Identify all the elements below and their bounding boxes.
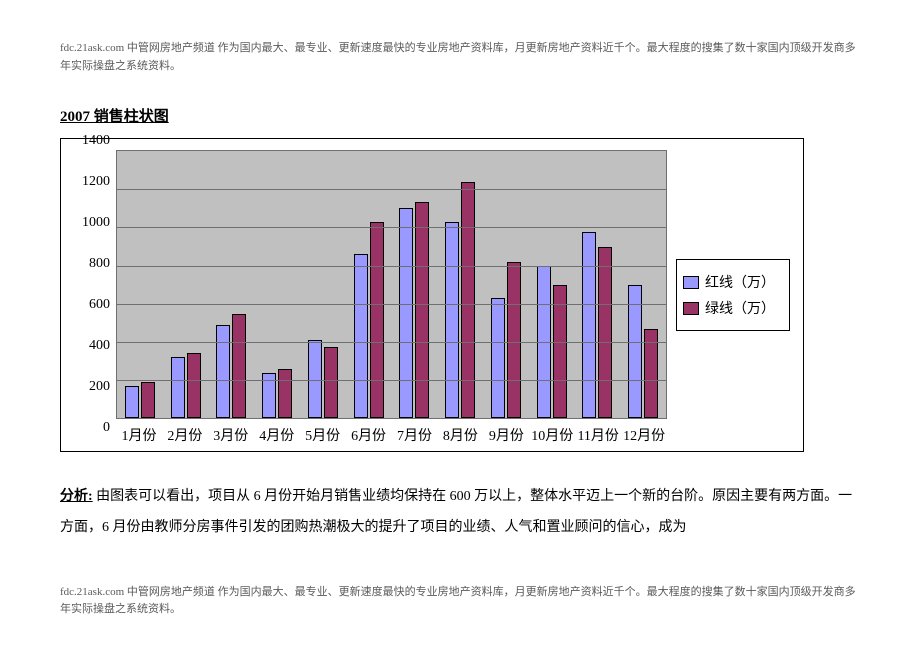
legend-label-a: 红线（万） bbox=[705, 272, 775, 292]
bar-series-b bbox=[324, 347, 338, 419]
bar-series-b bbox=[415, 202, 429, 418]
bar-group bbox=[209, 151, 255, 418]
bar-group bbox=[117, 151, 163, 418]
legend: 红线（万） 绿线（万） bbox=[676, 259, 790, 331]
analysis-label: 分析: bbox=[60, 489, 93, 504]
analysis-text: 由图表可以看出，项目从 6 月份开始月销售业绩均保持在 600 万以上，整体水平… bbox=[60, 489, 852, 535]
bar-series-a bbox=[125, 386, 139, 418]
legend-swatch-b bbox=[683, 302, 699, 315]
analysis-paragraph: 分析: 由图表可以看出，项目从 6 月份开始月销售业绩均保持在 600 万以上，… bbox=[60, 482, 860, 544]
x-axis: 1月份2月份3月份4月份5月份6月份7月份8月份9月份10月份11月份12月份 bbox=[116, 419, 667, 445]
grid-line bbox=[117, 189, 666, 190]
bar-series-a bbox=[216, 325, 230, 418]
bar-series-a bbox=[354, 254, 368, 418]
legend-label-b: 绿线（万） bbox=[705, 298, 775, 318]
bar-series-b bbox=[141, 382, 155, 418]
bar-series-b bbox=[187, 353, 201, 418]
bar-series-b bbox=[598, 247, 612, 419]
x-tick: 11月份 bbox=[575, 425, 621, 445]
chart-container: 1400120010008006004002000 1月份2月份3月份4月份5月… bbox=[60, 138, 804, 452]
x-tick: 9月份 bbox=[483, 425, 529, 445]
page-header: fdc.21ask.com 中管网房地产频道 作为国内最大、最专业、更新速度最快… bbox=[60, 40, 860, 75]
bar-group bbox=[300, 151, 346, 418]
bar-group bbox=[620, 151, 666, 418]
bar-series-b bbox=[461, 182, 475, 418]
bar-group bbox=[163, 151, 209, 418]
chart-title: 2007 销售柱状图 bbox=[60, 105, 860, 126]
x-tick: 2月份 bbox=[162, 425, 208, 445]
plot-area bbox=[116, 150, 667, 419]
bar-series-a bbox=[399, 208, 413, 418]
bar-series-b bbox=[232, 314, 246, 418]
x-tick: 3月份 bbox=[208, 425, 254, 445]
bar-group bbox=[254, 151, 300, 418]
x-tick: 5月份 bbox=[300, 425, 346, 445]
bar-series-b bbox=[507, 262, 521, 418]
x-tick: 12月份 bbox=[621, 425, 667, 445]
bar-group bbox=[483, 151, 529, 418]
bar-series-a bbox=[491, 298, 505, 418]
legend-item-b: 绿线（万） bbox=[683, 298, 783, 318]
y-axis: 1400120010008006004002000 bbox=[70, 141, 116, 428]
bar-group bbox=[437, 151, 483, 418]
grid-line bbox=[117, 266, 666, 267]
x-tick: 7月份 bbox=[392, 425, 438, 445]
page-footer: fdc.21ask.com 中管网房地产频道 作为国内最大、最专业、更新速度最快… bbox=[60, 584, 860, 619]
bar-series-a bbox=[171, 357, 185, 418]
legend-item-a: 红线（万） bbox=[683, 272, 783, 292]
bar-series-b bbox=[278, 369, 292, 419]
x-tick: 4月份 bbox=[254, 425, 300, 445]
grid-line bbox=[117, 380, 666, 381]
grid-line bbox=[117, 304, 666, 305]
bar-group bbox=[346, 151, 392, 418]
bar-series-a bbox=[582, 232, 596, 418]
bar-group bbox=[529, 151, 575, 418]
bar-group bbox=[392, 151, 438, 418]
grid-line bbox=[117, 342, 666, 343]
bar-series-b bbox=[370, 222, 384, 418]
bars-layer bbox=[117, 151, 666, 418]
bar-group bbox=[575, 151, 621, 418]
x-tick: 6月份 bbox=[346, 425, 392, 445]
x-tick: 10月份 bbox=[529, 425, 575, 445]
legend-swatch-a bbox=[683, 276, 699, 289]
bar-series-a bbox=[445, 222, 459, 418]
x-tick: 8月份 bbox=[437, 425, 483, 445]
grid-line bbox=[117, 227, 666, 228]
x-tick: 1月份 bbox=[116, 425, 162, 445]
